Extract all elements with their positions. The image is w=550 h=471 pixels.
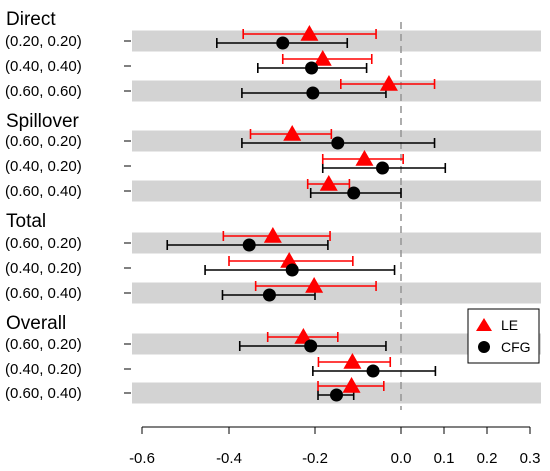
legend-cfg-label: CFG [501, 339, 531, 355]
x-tick-label-0: -0.6 [129, 450, 155, 467]
group-title-total: Total [6, 211, 46, 232]
row-total-3-label: (0.60, 0.40) [5, 285, 82, 302]
row-total-3-cfg-point [262, 288, 276, 302]
row-direct-3-le-point [379, 75, 398, 91]
legend-box [467, 308, 540, 364]
row-direct-2-label: (0.40, 0.40) [5, 58, 82, 75]
row-overall-1-label: (0.60, 0.20) [5, 336, 82, 353]
row-direct-3-label: (0.60, 0.60) [5, 83, 82, 100]
row-total-3-le-point [305, 277, 324, 293]
row-spillover-1-cfg-point [331, 136, 345, 150]
row-overall-2-le-point [343, 353, 362, 369]
row-spillover-2-label: (0.40, 0.20) [5, 158, 82, 175]
row-total-1-band [132, 232, 541, 254]
row-spillover-1-label: (0.60, 0.20) [5, 133, 82, 150]
group-title-overall: Overall [6, 313, 66, 334]
row-spillover-3-label: (0.60, 0.40) [5, 183, 82, 200]
row-overall-3-le-point [342, 377, 361, 393]
row-spillover-2-le-point [355, 150, 374, 166]
x-axis: -0.6 -0.4 -0.2 0.0 0.1 0.2 0.3 [129, 426, 541, 467]
row-total-2-cfg-point [285, 263, 299, 277]
row-total-3-band [132, 282, 541, 304]
row-spillover-3-le-point [319, 175, 338, 191]
legend-le-label: LE [501, 317, 518, 333]
x-tick-label-5: 0.2 [477, 450, 498, 467]
row-direct-1-cfg-point [276, 36, 290, 50]
x-tick-label-6: 0.3 [520, 450, 541, 467]
labels: Direct (0.20, 0.20) (0.40, 0.40) (0.60, 0.6… [5, 9, 131, 402]
x-tick-label-3: 0.0 [391, 450, 412, 467]
row-overall-3-label: (0.60, 0.40) [5, 385, 82, 402]
row-overall-3-cfg-point [330, 388, 343, 402]
row-spillover-2-cfg-point [376, 161, 390, 175]
row-direct-1-label: (0.20, 0.20) [5, 33, 82, 50]
legend-cfg-marker [478, 341, 490, 353]
row-total-1-cfg-point [242, 238, 256, 252]
group-title-direct: Direct [6, 9, 56, 30]
x-tick-label-4: 0.1 [434, 450, 455, 467]
row-spillover-3-band [132, 180, 541, 202]
row-total-2-cfg-ci [204, 265, 396, 275]
row-overall-1-le-point [294, 328, 313, 344]
row-bands [132, 30, 541, 404]
row-spillover-1-le-point [283, 125, 302, 141]
legend: LE CFG [467, 308, 540, 364]
row-total-1-label: (0.60, 0.20) [5, 235, 82, 252]
row-overall-2-label: (0.40, 0.20) [5, 361, 82, 378]
row-direct-1-le-point [300, 25, 319, 41]
row-direct-3-cfg-point [306, 86, 320, 100]
markers [242, 25, 398, 402]
row-total-1-le-point [263, 227, 282, 243]
row-overall-2-cfg-point [366, 364, 380, 378]
group-title-spillover: Spillover [6, 111, 80, 132]
legend-le-marker [476, 318, 492, 331]
row-direct-1-band [132, 30, 541, 52]
row-direct-2-le-point [313, 50, 332, 66]
row-spillover-3-cfg-point [347, 186, 361, 200]
row-direct-2-cfg-point [305, 61, 319, 75]
row-overall-1-cfg-point [304, 339, 318, 353]
row-total-2-label: (0.40, 0.20) [5, 260, 82, 277]
row-direct-3-band [132, 80, 541, 102]
x-tick-label-1: -0.4 [216, 450, 242, 467]
x-tick-label-2: -0.2 [302, 450, 328, 467]
row-overall-1-band [132, 333, 541, 355]
